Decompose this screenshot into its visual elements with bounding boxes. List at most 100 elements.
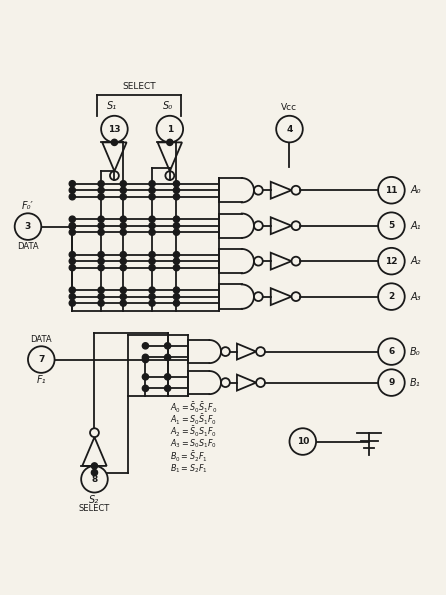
Circle shape (28, 346, 54, 373)
Circle shape (165, 374, 171, 380)
Circle shape (98, 187, 104, 193)
Text: 13: 13 (108, 124, 121, 133)
Text: F₁: F₁ (37, 375, 46, 385)
Circle shape (69, 252, 75, 258)
Circle shape (69, 300, 75, 306)
Circle shape (69, 193, 75, 200)
Circle shape (98, 258, 104, 264)
Circle shape (120, 265, 126, 271)
Text: B₁: B₁ (410, 378, 421, 387)
Circle shape (173, 216, 180, 223)
Circle shape (173, 229, 180, 235)
Text: $A_2 = \bar{S}_0S_1F_0$: $A_2 = \bar{S}_0S_1F_0$ (170, 425, 217, 439)
Circle shape (378, 248, 405, 274)
Circle shape (98, 265, 104, 271)
Circle shape (378, 177, 405, 203)
Circle shape (149, 287, 155, 293)
Text: $A_3 = S_0S_1F_0$: $A_3 = S_0S_1F_0$ (170, 437, 217, 450)
Circle shape (378, 283, 405, 310)
Circle shape (165, 385, 171, 392)
Circle shape (69, 229, 75, 235)
Circle shape (149, 258, 155, 264)
Text: F₀′: F₀′ (22, 201, 34, 211)
Circle shape (120, 216, 126, 223)
Circle shape (120, 229, 126, 235)
Circle shape (120, 258, 126, 264)
Text: 10: 10 (297, 437, 309, 446)
Text: 9: 9 (388, 378, 395, 387)
Text: SELECT: SELECT (122, 82, 156, 91)
Circle shape (173, 287, 180, 293)
Text: 4: 4 (286, 124, 293, 133)
Circle shape (98, 300, 104, 306)
Text: 1: 1 (167, 124, 173, 133)
Text: $A_1 = S_0\bar{S}_1F_0$: $A_1 = S_0\bar{S}_1F_0$ (170, 413, 217, 427)
Circle shape (378, 369, 405, 396)
Circle shape (101, 116, 128, 142)
Text: 5: 5 (388, 221, 395, 230)
Text: 6: 6 (388, 347, 395, 356)
Circle shape (69, 216, 75, 223)
Circle shape (142, 354, 149, 361)
Circle shape (69, 287, 75, 293)
Circle shape (173, 193, 180, 200)
Circle shape (91, 463, 98, 469)
Circle shape (69, 265, 75, 271)
Circle shape (120, 187, 126, 193)
Text: DATA: DATA (17, 242, 39, 251)
Circle shape (69, 224, 75, 230)
Circle shape (120, 223, 126, 229)
Circle shape (173, 293, 180, 300)
Text: 7: 7 (38, 355, 45, 364)
Circle shape (378, 212, 405, 239)
Circle shape (173, 258, 180, 264)
Circle shape (98, 193, 104, 200)
Circle shape (149, 293, 155, 300)
Circle shape (120, 300, 126, 306)
Circle shape (149, 252, 155, 258)
Circle shape (98, 216, 104, 223)
Text: 12: 12 (385, 256, 398, 265)
Circle shape (69, 258, 75, 264)
Circle shape (120, 287, 126, 293)
Text: A₃: A₃ (410, 292, 421, 302)
Circle shape (378, 339, 405, 365)
Circle shape (15, 213, 41, 240)
Circle shape (173, 252, 180, 258)
Text: 11: 11 (385, 186, 398, 195)
Circle shape (69, 187, 75, 193)
Circle shape (142, 343, 149, 349)
Circle shape (149, 300, 155, 306)
Circle shape (149, 187, 155, 193)
Circle shape (167, 139, 173, 145)
Circle shape (173, 300, 180, 306)
Circle shape (91, 469, 98, 475)
Text: 3: 3 (25, 222, 31, 231)
Text: B₀: B₀ (410, 346, 421, 356)
Circle shape (98, 181, 104, 187)
Circle shape (142, 374, 149, 380)
Text: S₁: S₁ (107, 101, 117, 111)
Circle shape (165, 354, 171, 361)
Circle shape (165, 343, 171, 349)
Text: S₀: S₀ (162, 101, 173, 111)
Circle shape (98, 223, 104, 229)
Circle shape (173, 181, 180, 187)
Circle shape (120, 181, 126, 187)
Text: A₀: A₀ (410, 185, 421, 195)
Circle shape (81, 466, 108, 493)
Circle shape (149, 223, 155, 229)
Circle shape (120, 193, 126, 200)
Circle shape (98, 252, 104, 258)
Circle shape (276, 116, 303, 142)
Circle shape (149, 229, 155, 235)
Text: DATA: DATA (30, 335, 52, 344)
Circle shape (98, 293, 104, 300)
Text: SELECT: SELECT (79, 503, 110, 513)
Circle shape (289, 428, 316, 455)
Circle shape (149, 181, 155, 187)
Text: S₂: S₂ (89, 494, 99, 505)
Text: 8: 8 (91, 475, 98, 484)
Circle shape (98, 229, 104, 235)
Circle shape (142, 356, 149, 363)
